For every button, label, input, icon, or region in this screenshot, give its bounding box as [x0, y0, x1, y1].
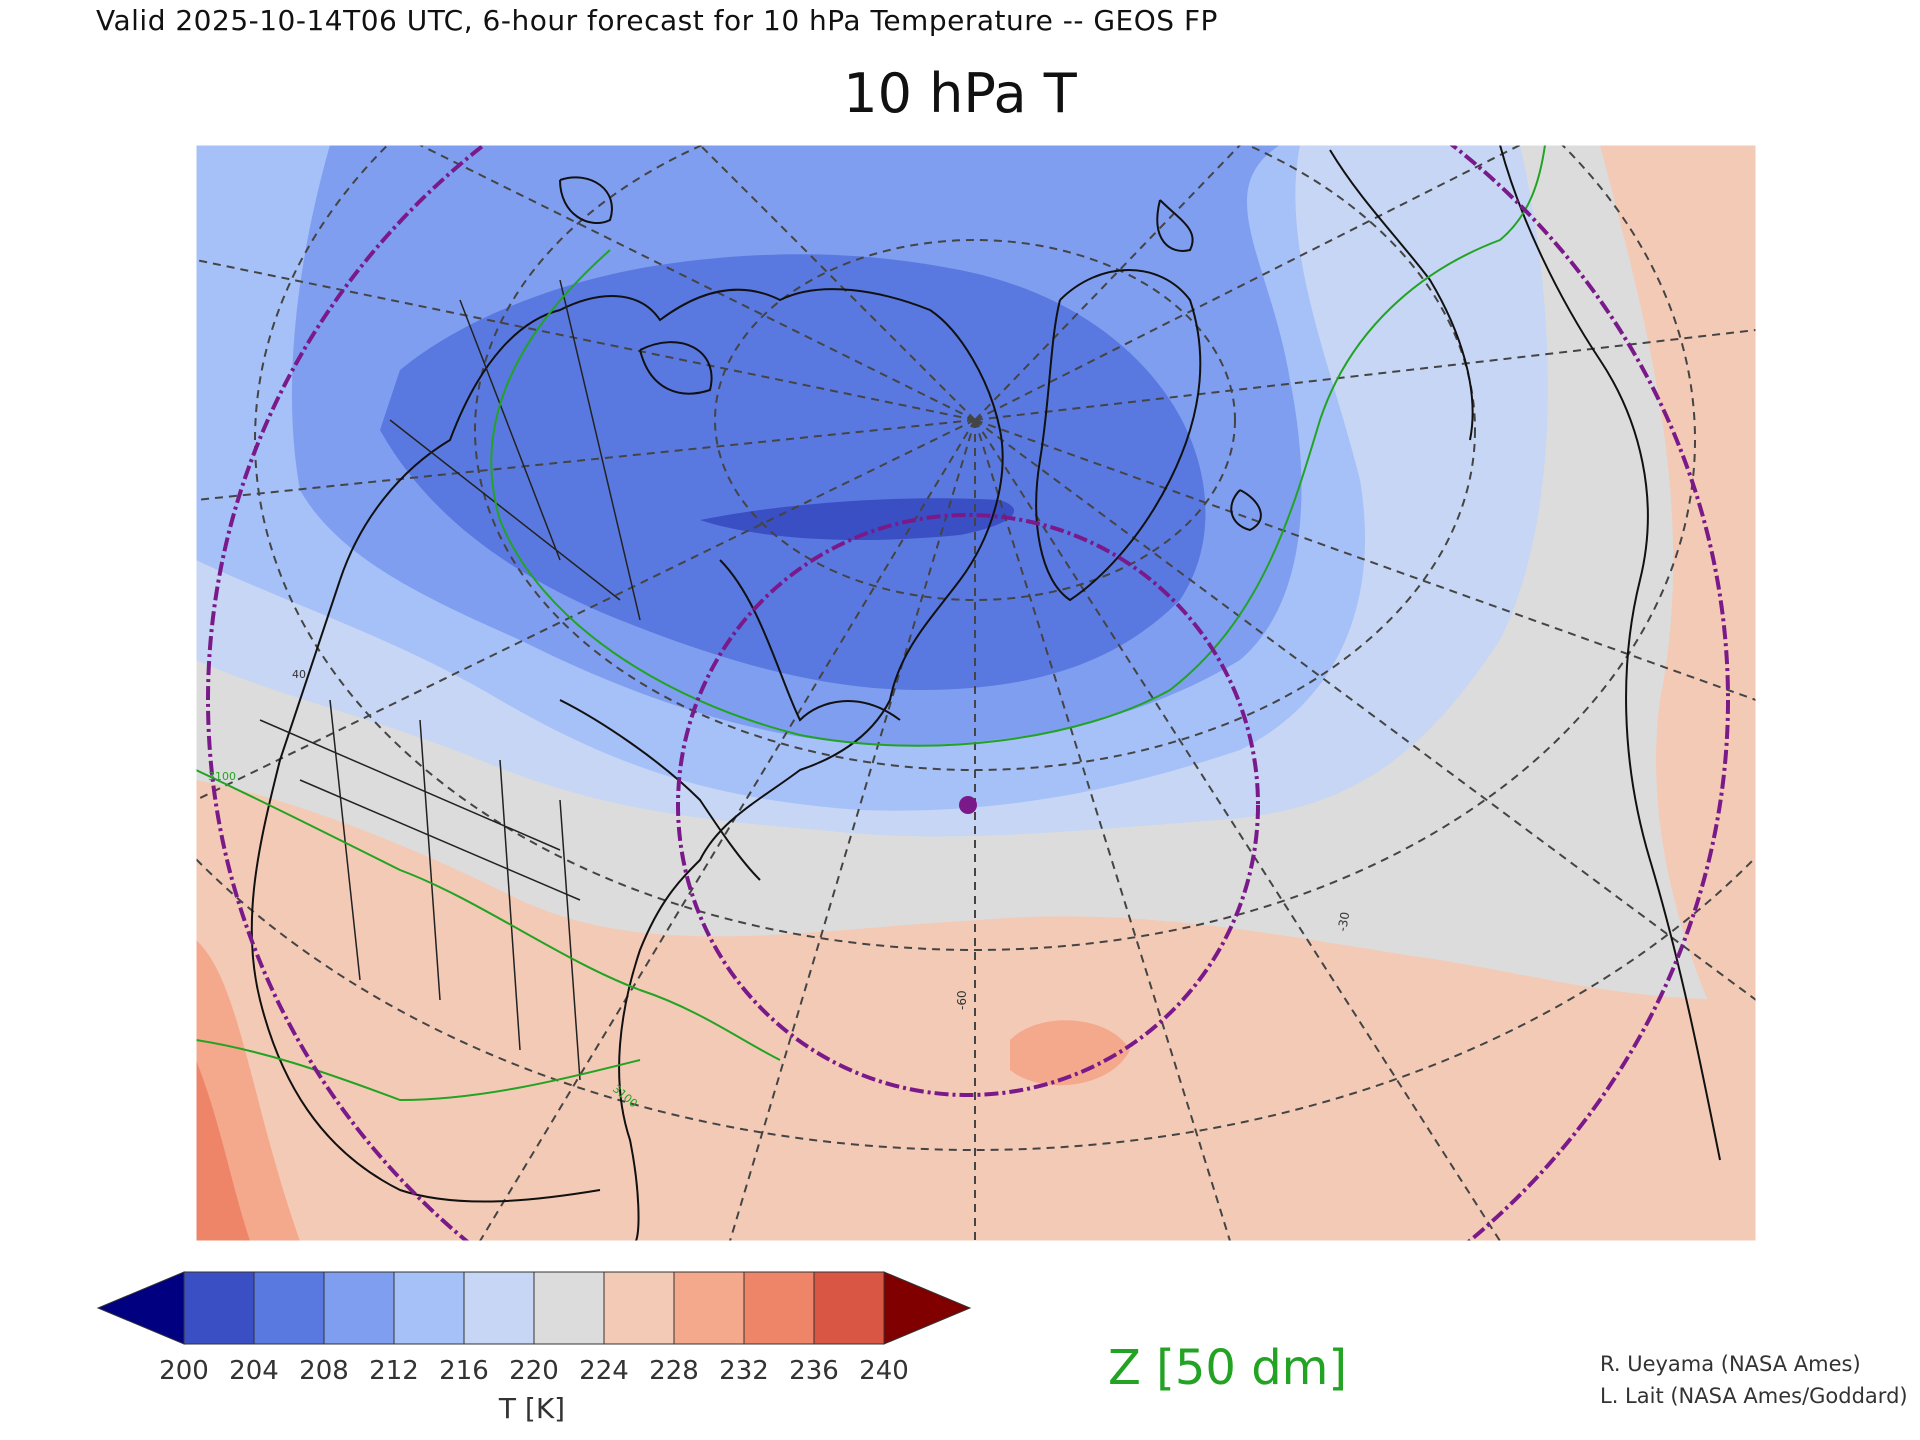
- arctic-island: [639, 341, 713, 395]
- meridian-line: [196, 419, 976, 501]
- iceland: [1230, 489, 1262, 532]
- meridian-line: [729, 419, 976, 1241]
- colorbar-tick-label: 208: [299, 1356, 349, 1386]
- colorbar-tick-label: 236: [789, 1356, 839, 1386]
- colorbar-swatch: [743, 1271, 815, 1345]
- latitude-circle: [714, 239, 1236, 601]
- great-lakes-region: [559, 699, 761, 881]
- meridian-line: [974, 145, 1521, 421]
- colorbar-arrow-high: [883, 1271, 972, 1345]
- station-marker: [959, 796, 977, 814]
- colorbar-tick-label: 204: [229, 1356, 279, 1386]
- field-200-204: [700, 498, 1015, 540]
- colorbar-swatch: [323, 1271, 395, 1345]
- meridian-line: [479, 419, 976, 1241]
- colorbar-swatch: [673, 1271, 745, 1345]
- colorbar-swatch: [463, 1271, 535, 1345]
- colorbar-swatch: [603, 1271, 675, 1345]
- colorbar-tick-label: 228: [649, 1356, 699, 1386]
- graticule: [196, 145, 1756, 1241]
- height-contour: [196, 769, 781, 1061]
- graticule-label: 40: [292, 668, 306, 681]
- valid-time-line: Valid 2025-10-14T06 UTC, 6-hour forecast…: [96, 4, 1218, 37]
- field-228-232-atlantic: [1010, 1020, 1130, 1086]
- scandinavia-coast: [1329, 149, 1474, 441]
- west-coast: [250, 579, 601, 1203]
- graticule-label: -30: [1335, 911, 1352, 933]
- range-ring-inner: [676, 513, 1260, 1097]
- arctic-island: [559, 176, 613, 225]
- contour-legend-label: Z [50 dm]: [1108, 1340, 1348, 1396]
- colorbar: [96, 1271, 972, 1345]
- colorbar-swatch: [393, 1271, 465, 1345]
- colorbar-arrow-low: [96, 1271, 185, 1345]
- colorbar-tick-label: 216: [439, 1356, 489, 1386]
- latitude-circle: [254, 145, 1696, 951]
- field-224-228-east: [1600, 145, 1756, 1100]
- meridian-line: [196, 259, 976, 421]
- field-232-236: [196, 1060, 250, 1241]
- colorbar-swatch: [183, 1271, 255, 1345]
- coastlines: [250, 145, 1721, 1241]
- colorbar-swatch: [813, 1271, 885, 1345]
- colorbar-tick-label: 212: [369, 1356, 419, 1386]
- meridian-line: [974, 419, 1501, 1241]
- meridian-line: [196, 419, 976, 801]
- greenland-coast: [1035, 269, 1202, 602]
- state-borders: [259, 699, 581, 1081]
- graticule-label: -60: [955, 990, 969, 1010]
- meridian-line: [974, 419, 1756, 701]
- colorbar-label: T [K]: [498, 1392, 566, 1425]
- range-rings: [206, 145, 1730, 1241]
- height-contours: [196, 145, 1546, 1102]
- province-borders: [389, 279, 641, 621]
- contour-value-label: 3100: [208, 770, 236, 783]
- svalbard: [1156, 199, 1194, 252]
- credit-line-2: L. Lait (NASA Ames/Goddard): [1600, 1384, 1908, 1408]
- north-america-coast: [339, 288, 1004, 1241]
- credit-line-1: R. Ueyama (NASA Ames): [1600, 1352, 1861, 1376]
- colorbar-tick-label: 220: [509, 1356, 559, 1386]
- temperature-field: [196, 145, 1756, 1241]
- colorbar-tick-label: 232: [719, 1356, 769, 1386]
- colorbar-tick-label: 200: [159, 1356, 209, 1386]
- colorbar-swatch: [533, 1271, 605, 1345]
- meridian-line: [974, 329, 1756, 421]
- range-ring-outer: [206, 145, 1730, 1241]
- map-title: 10 hPa T: [843, 62, 1077, 125]
- map-frame: [195, 144, 1757, 1242]
- meridian-line: [699, 145, 976, 421]
- field-204-208: [380, 254, 1206, 690]
- colorbar-tick-label: 240: [859, 1356, 909, 1386]
- meridian-line: [974, 145, 1241, 421]
- meridian-line: [419, 145, 976, 421]
- meridian-line: [974, 419, 1231, 1241]
- colorbar-tick-label: 224: [579, 1356, 629, 1386]
- colorbar-ticks: 200 204 208 212 216 220 224 228 232 236 240: [0, 1356, 1000, 1396]
- europe-coast: [1499, 145, 1721, 1161]
- height-contour: [196, 1039, 641, 1102]
- colorbar-swatch: [253, 1271, 325, 1345]
- hudson-bay-coast: [719, 559, 901, 722]
- height-contour: [490, 145, 1546, 747]
